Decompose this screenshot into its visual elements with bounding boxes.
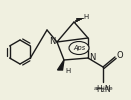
Text: N: N xyxy=(49,36,55,46)
Text: H₂N: H₂N xyxy=(97,84,111,94)
Text: O: O xyxy=(117,52,123,60)
Ellipse shape xyxy=(69,42,89,55)
Text: amide: amide xyxy=(93,86,113,92)
Polygon shape xyxy=(58,60,64,70)
Text: Aps: Aps xyxy=(73,45,85,51)
Text: H: H xyxy=(65,68,70,74)
Text: H: H xyxy=(83,14,88,20)
Text: N: N xyxy=(89,52,95,62)
